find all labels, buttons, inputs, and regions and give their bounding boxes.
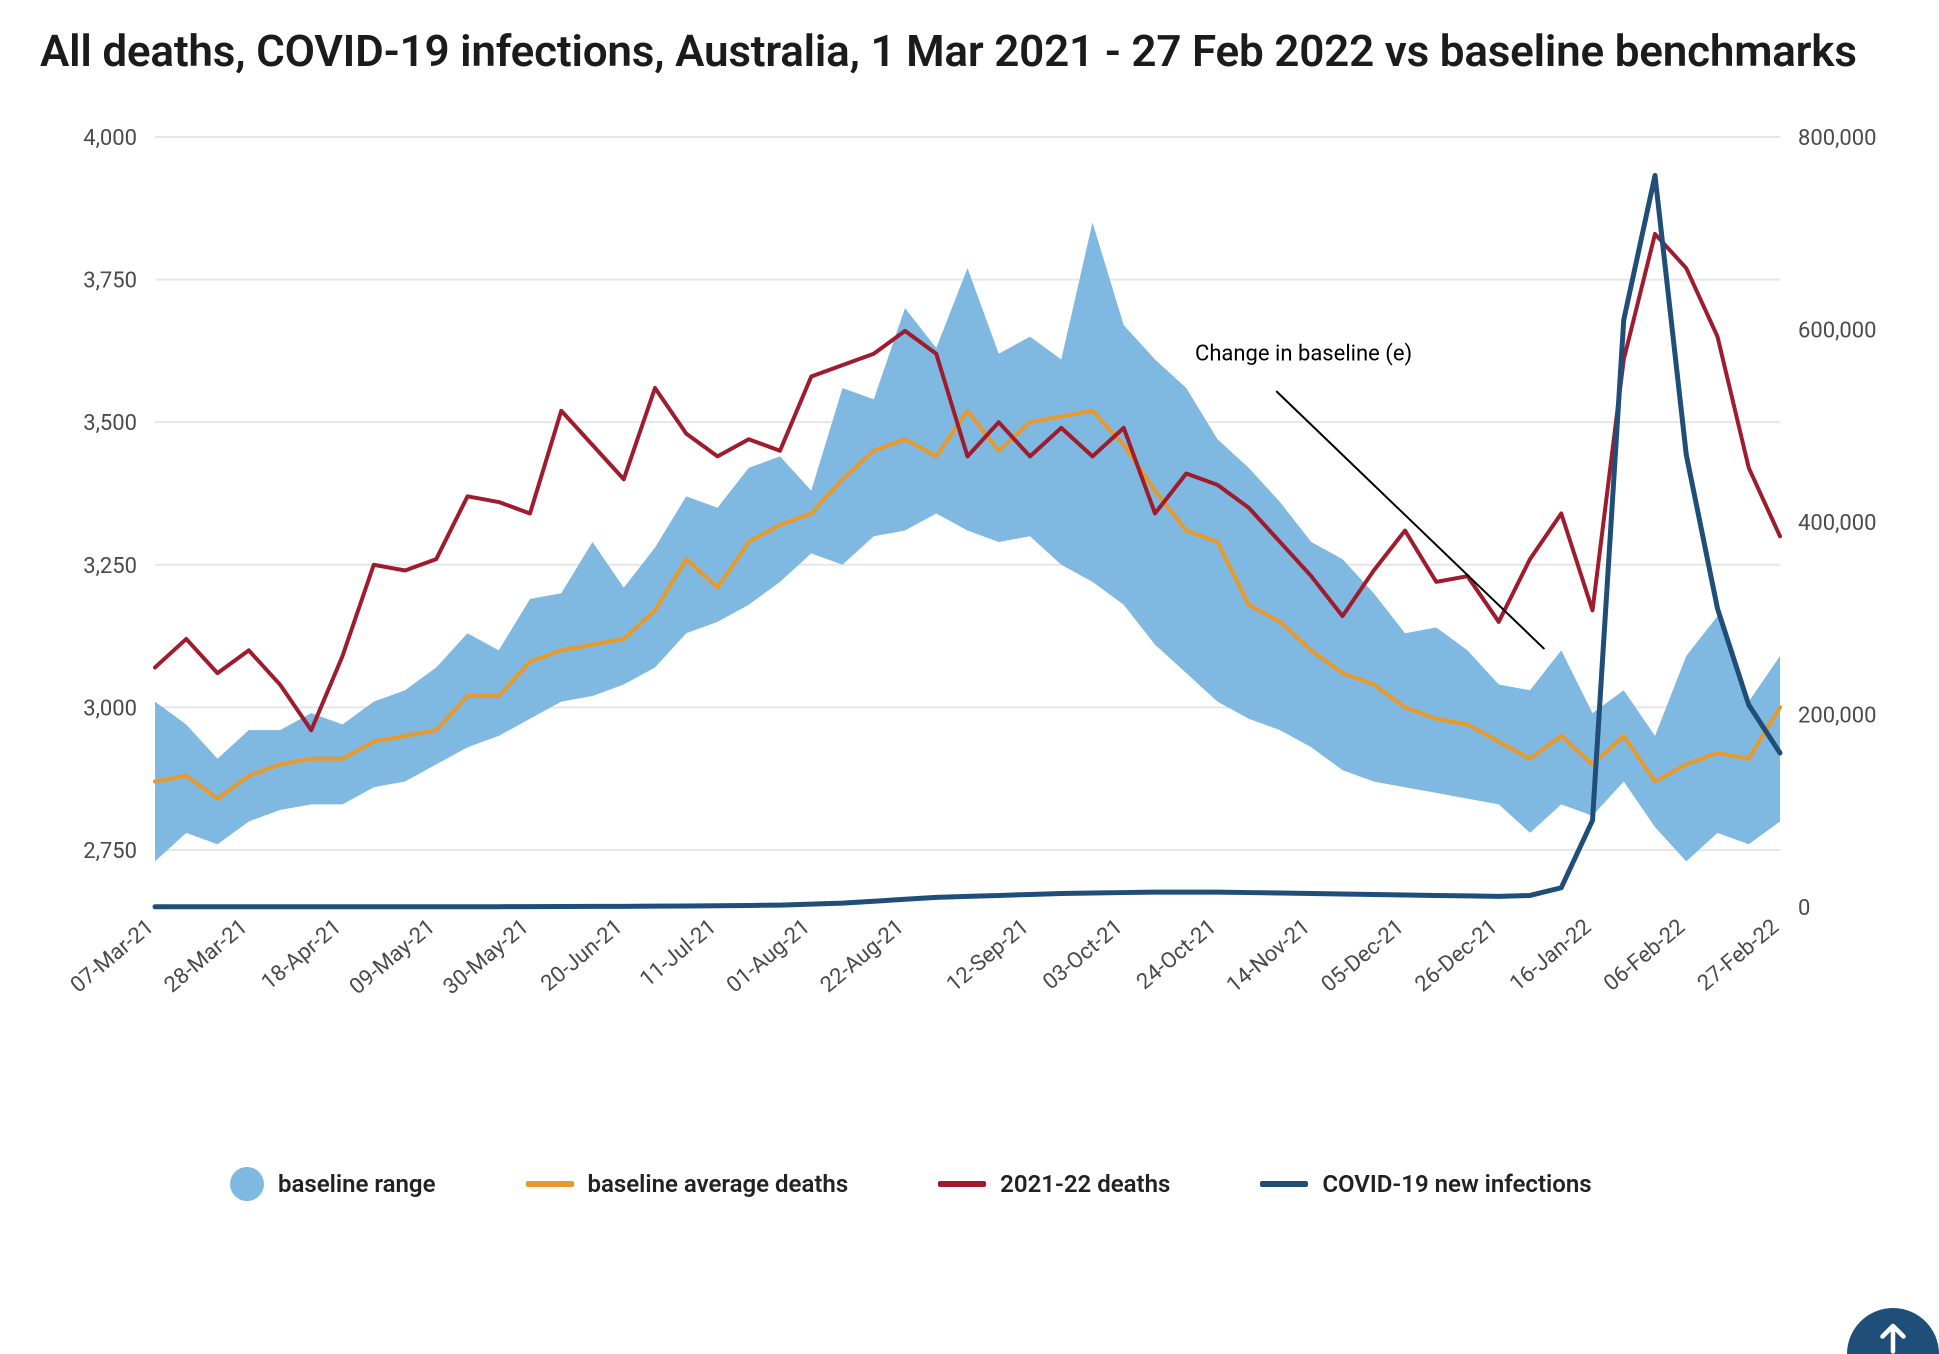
svg-text:16-Jan-22: 16-Jan-22 <box>1505 914 1596 996</box>
legend-label: baseline range <box>278 1170 436 1198</box>
legend-swatch-line <box>1260 1181 1308 1187</box>
svg-text:22-Aug-21: 22-Aug-21 <box>816 914 909 998</box>
legend-label: 2021-22 deaths <box>1000 1170 1170 1198</box>
svg-text:12-Sep-21: 12-Sep-21 <box>942 914 1034 997</box>
legend: baseline range baseline average deaths 202… <box>40 1167 1899 1201</box>
svg-text:400,000: 400,000 <box>1798 511 1877 536</box>
svg-text:30-May-21: 30-May-21 <box>439 914 534 999</box>
svg-text:2,750: 2,750 <box>83 839 137 864</box>
svg-text:3,750: 3,750 <box>83 269 137 294</box>
svg-text:06-Feb-22: 06-Feb-22 <box>1599 914 1690 996</box>
svg-text:26-Dec-21: 26-Dec-21 <box>1411 914 1503 997</box>
chart-container: 2,750 3,000 3,250 3,500 3,750 4,000 0 200,000 40… <box>40 107 1899 1201</box>
svg-text:11-Jul-21: 11-Jul-21 <box>635 914 721 992</box>
deaths-infections-chart: 2,750 3,000 3,250 3,500 3,750 4,000 0 200,000 40… <box>40 107 1900 1157</box>
svg-text:05-Dec-21: 05-Dec-21 <box>1317 914 1409 997</box>
svg-text:14-Nov-21: 14-Nov-21 <box>1222 914 1315 998</box>
svg-text:3,500: 3,500 <box>83 411 137 436</box>
legend-item-baseline-range: baseline range <box>230 1167 436 1201</box>
legend-swatch-line <box>938 1181 986 1187</box>
svg-text:3,000: 3,000 <box>83 696 137 721</box>
svg-text:01-Aug-21: 01-Aug-21 <box>722 914 815 998</box>
scroll-to-top-button[interactable] <box>1847 1308 1939 1354</box>
svg-text:600,000: 600,000 <box>1798 319 1877 344</box>
legend-item-deaths-2021-22: 2021-22 deaths <box>938 1167 1170 1201</box>
svg-text:24-Oct-21: 24-Oct-21 <box>1132 914 1221 995</box>
page: All deaths, COVID-19 infections, Austral… <box>0 0 1939 1354</box>
svg-text:0: 0 <box>1798 896 1810 921</box>
svg-text:27-Feb-22: 27-Feb-22 <box>1693 914 1784 996</box>
svg-text:03-Oct-21: 03-Oct-21 <box>1038 914 1127 995</box>
legend-swatch-dot <box>230 1167 264 1201</box>
svg-text:3,250: 3,250 <box>83 554 137 579</box>
svg-text:20-Jun-21: 20-Jun-21 <box>536 914 627 996</box>
svg-text:4,000: 4,000 <box>83 126 137 151</box>
svg-text:09-May-21: 09-May-21 <box>345 914 440 999</box>
legend-item-covid-infections: COVID-19 new infections <box>1260 1167 1591 1201</box>
svg-text:28-Mar-21: 28-Mar-21 <box>160 914 253 998</box>
svg-text:18-Apr-21: 18-Apr-21 <box>257 914 346 995</box>
svg-text:07-Mar-21: 07-Mar-21 <box>66 914 159 998</box>
legend-item-baseline-avg: baseline average deaths <box>526 1167 849 1201</box>
legend-swatch-line <box>526 1181 574 1187</box>
chart-title: All deaths, COVID-19 infections, Austral… <box>40 24 1899 79</box>
arrow-up-icon <box>1875 1320 1911 1354</box>
svg-text:200,000: 200,000 <box>1798 704 1877 729</box>
legend-label: COVID-19 new infections <box>1322 1170 1591 1198</box>
legend-label: baseline average deaths <box>588 1170 849 1198</box>
svg-text:800,000: 800,000 <box>1798 126 1877 151</box>
svg-text:Change in baseline (e): Change in baseline (e) <box>1195 341 1412 366</box>
